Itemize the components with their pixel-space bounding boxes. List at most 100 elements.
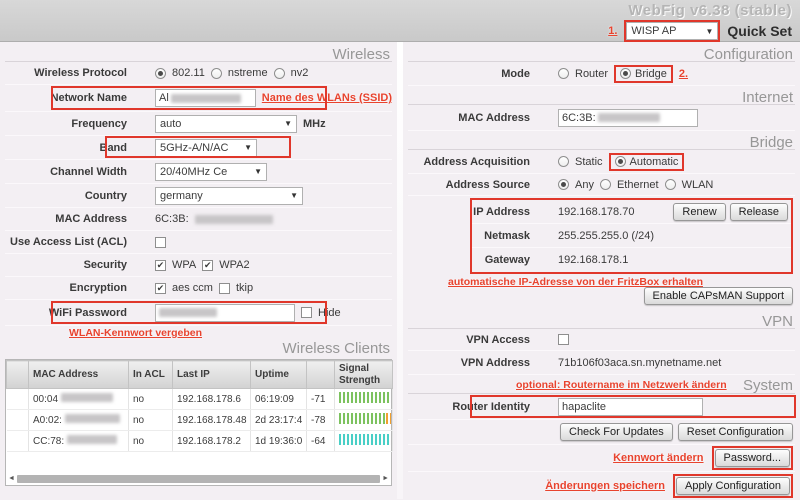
radio-wlan[interactable]	[664, 179, 676, 190]
table-row[interactable]: 00:04 no 192.168.178.6 06:19:09 -71	[6, 388, 393, 410]
field-row-vpn-address: VPN Address 71b106f03aca.sn.mynetname.ne…	[408, 351, 795, 375]
network-name-input[interactable]: Al	[155, 89, 256, 107]
table-horizontal-scrollbar[interactable]: ◄ ►	[8, 474, 389, 483]
ip-address-label: IP Address	[473, 205, 530, 218]
channel-width-label: Channel Width	[50, 165, 127, 178]
band-select[interactable]: 5GHz-A/N/AC ▼	[155, 138, 257, 157]
bridge-highlight-box: Bridge	[614, 64, 673, 83]
radio-automatic[interactable]	[614, 156, 626, 167]
frequency-label: Frequency	[71, 117, 127, 130]
table-row[interactable]: A0:02: no 192.168.178.48 2d 23:17:4 -78	[6, 409, 393, 431]
radio-nstreme-label: nstreme	[227, 67, 268, 79]
col-select	[6, 360, 29, 389]
password-button[interactable]: Password...	[714, 449, 790, 467]
radio-automatic-label: Automatic	[629, 155, 679, 168]
reset-configuration-button[interactable]: Reset Configuration	[677, 423, 793, 441]
network-name-value-prefix: Al	[159, 92, 169, 104]
aes-ccm-checkbox[interactable]: ✔	[155, 282, 166, 294]
col-last-ip: Last IP	[172, 360, 251, 389]
dropdown-arrow-icon: ▼	[254, 167, 262, 176]
apply-configuration-button[interactable]: Apply Configuration	[675, 476, 790, 495]
update-buttons-row: Check For Updates Reset Configuration	[408, 420, 795, 445]
mac-redacted	[64, 414, 120, 423]
wireless-clients-table: MAC Address In ACL Last IP Uptime Signal…	[5, 359, 393, 486]
radio-router[interactable]	[558, 68, 569, 79]
check-icon: ✔	[156, 259, 165, 270]
mac-address-label: MAC Address	[55, 213, 127, 225]
radio-nstreme[interactable]	[210, 67, 222, 79]
scrollbar-thumb[interactable]	[16, 474, 381, 483]
ip-settings-highlight-box: IP Address 192.168.178.70 Renew Release …	[470, 198, 793, 274]
password-highlight-box: Password...	[711, 446, 793, 470]
release-button[interactable]: Release	[729, 202, 788, 221]
table-row[interactable]: CC:78: no 192.168.178.2 1d 19:36:0 -64	[6, 430, 393, 452]
preset-select[interactable]: WISP AP ▼	[626, 22, 719, 40]
wifi-password-annotation: WLAN-Kennwort vergeben	[69, 327, 203, 339]
internet-mac-input[interactable]: 6C:3B:	[558, 108, 698, 127]
field-row-address-acquisition: Address Acquisition Static Automatic	[408, 150, 795, 174]
radio-bridge-label: Bridge	[635, 67, 667, 80]
signal-bar-cell	[334, 409, 393, 431]
apply-annotation: Änderungen speichern	[545, 479, 665, 492]
country-select[interactable]: germany ▼	[155, 186, 303, 205]
frequency-select[interactable]: auto ▼	[155, 114, 297, 133]
uptime-cell: 1d 19:36:0	[250, 430, 307, 452]
radio-80211[interactable]	[155, 67, 166, 79]
network-name-annotation: Name des WLANs (SSID)	[261, 92, 392, 104]
acl-cell: no	[128, 430, 173, 452]
field-row-netmask: Netmask 255.255.255.0 (/24)	[472, 224, 791, 248]
renew-button[interactable]: Renew	[673, 202, 726, 221]
netmask-label: Netmask	[484, 229, 530, 242]
field-row-encryption: Encryption ✔ aes ccm tkip	[5, 277, 392, 300]
router-identity-value: hapaclite	[562, 400, 607, 413]
scroll-left-icon[interactable]: ◄	[8, 475, 15, 482]
section-wireless: Wireless	[5, 43, 392, 63]
field-row-internet-mac: MAC Address 6C:3B:	[408, 105, 795, 131]
acl-checkbox[interactable]	[155, 236, 166, 248]
field-row-network-name: Network Name Al Name des WLANs (SSID)	[5, 85, 392, 112]
mac-prefix: A0:02:	[33, 415, 62, 426]
step-1-annotation: 1.	[608, 25, 618, 37]
security-label: Security	[83, 259, 127, 271]
radio-bridge[interactable]	[620, 68, 632, 79]
scroll-right-icon[interactable]: ►	[382, 475, 389, 482]
signal-bar-cell	[334, 388, 393, 410]
field-row-ip-address: IP Address 192.168.178.70 Renew Release	[472, 200, 791, 224]
network-name-label: Network Name	[50, 92, 127, 104]
preset-highlight-box: WISP AP ▼	[624, 20, 721, 42]
signal-bar-cell	[334, 430, 393, 452]
password-row: Kennwort ändern Password...	[408, 445, 795, 472]
signal-cell: -64	[306, 430, 335, 452]
radio-ethernet[interactable]	[599, 179, 611, 190]
frequency-select-value: auto	[160, 117, 182, 130]
section-internet: Internet	[408, 86, 795, 106]
wireless-protocol-label: Wireless Protocol	[34, 67, 127, 79]
radio-static[interactable]	[558, 156, 569, 167]
section-configuration: Configuration	[408, 43, 795, 63]
netmask-value: 255.255.255.0 (/24)	[558, 229, 655, 242]
router-identity-input[interactable]: hapaclite	[558, 397, 703, 416]
wpa-checkbox[interactable]: ✔	[155, 259, 166, 271]
wifi-password-input[interactable]	[155, 303, 295, 322]
field-row-gateway: Gateway 192.168.178.1	[472, 248, 791, 272]
mac-address-value-prefix: 6C:3B:	[155, 213, 189, 225]
vpn-access-checkbox[interactable]	[558, 334, 569, 345]
field-row-band: Band 5GHz-A/N/AC ▼	[5, 136, 392, 160]
channel-width-select-value: 20/40MHz Ce	[160, 165, 228, 178]
tkip-checkbox[interactable]	[218, 282, 230, 294]
dropdown-arrow-icon: ▼	[284, 119, 292, 128]
check-for-updates-button[interactable]: Check For Updates	[560, 423, 673, 441]
radio-any[interactable]	[558, 179, 569, 190]
hide-password-checkbox[interactable]	[301, 307, 312, 318]
mac-redacted	[60, 393, 113, 402]
mac-prefix: CC:78:	[33, 436, 65, 447]
wpa2-checkbox[interactable]: ✔	[202, 259, 214, 271]
enable-capsman-button[interactable]: Enable CAPsMAN Support	[643, 287, 793, 305]
hide-password-label: Hide	[318, 306, 341, 319]
country-label: Country	[84, 189, 127, 202]
ip-cell: 192.168.178.48	[172, 409, 251, 431]
radio-nv2[interactable]	[273, 67, 285, 79]
channel-width-select[interactable]: 20/40MHz Ce ▼	[155, 162, 267, 181]
wifi-password-label: WiFi Password	[48, 306, 127, 319]
mac-redacted	[66, 435, 117, 444]
